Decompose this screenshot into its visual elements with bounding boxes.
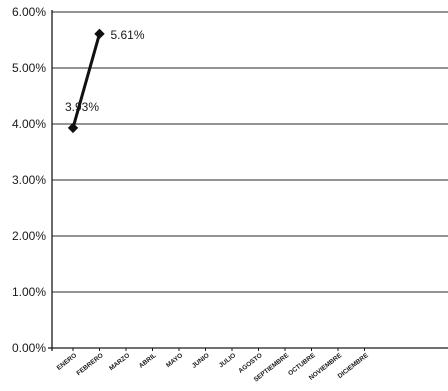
y-axis-tick-labels: 0.00% 1.00% 2.00% 3.00% 4.00% 5.00% 6.00% [12, 5, 46, 355]
y-tick-label: 6.00% [12, 5, 46, 19]
y-tick-label: 4.00% [12, 117, 46, 131]
y-tick-label: 0.00% [12, 341, 46, 355]
y-tick-label: 2.00% [12, 229, 46, 243]
data-labels: 3.93% 5.61% [65, 28, 145, 114]
x-tick-label: MARZO [108, 352, 131, 372]
x-tick-label: MAYO [165, 352, 184, 369]
data-point-marker [94, 28, 105, 40]
data-series [67, 28, 105, 134]
y-tick-label: 1.00% [12, 285, 46, 299]
data-label: 5.61% [111, 28, 145, 42]
x-tick-label: JULIO [218, 352, 237, 369]
y-tick-label: 3.00% [12, 173, 46, 187]
data-point-marker [67, 122, 79, 134]
x-tick-label: FEBRERO [75, 352, 104, 377]
gridlines [52, 11, 448, 293]
series-line [71, 33, 101, 129]
x-tick-label: JUNIO [191, 352, 211, 370]
y-tick-label: 5.00% [12, 61, 46, 75]
x-tick-label: ENERO [56, 352, 79, 372]
data-label: 3.93% [65, 100, 99, 114]
axes [48, 10, 448, 351]
x-tick-label: ABRIL [138, 352, 158, 370]
